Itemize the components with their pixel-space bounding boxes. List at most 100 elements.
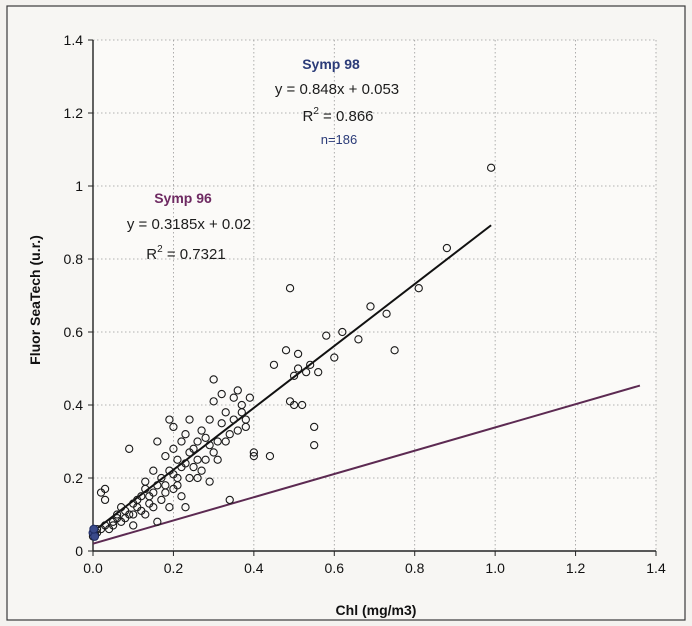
data-point [149, 466, 158, 475]
data-point [293, 364, 303, 373]
x-tick-label: 0.4 [244, 560, 264, 576]
data-point [269, 360, 279, 369]
data-point [245, 393, 254, 402]
data-point [289, 371, 299, 380]
data-point [157, 473, 166, 483]
data-point [161, 451, 170, 461]
data-point [197, 426, 206, 435]
data-point [205, 415, 214, 424]
data-point [209, 375, 218, 384]
data-point [149, 503, 158, 512]
symp98-r2-value: = 0.866 [319, 108, 374, 125]
data-point [189, 444, 198, 453]
y-tick-label: 0.2 [64, 470, 84, 486]
data-point [185, 473, 194, 483]
data-point [189, 462, 198, 472]
data-point [169, 444, 178, 453]
data-point [265, 451, 275, 461]
data-point [201, 433, 210, 442]
data-points [88, 163, 496, 541]
data-point [414, 284, 423, 293]
data-point [330, 353, 339, 362]
data-point [249, 448, 259, 457]
data-point [177, 437, 186, 446]
data-point [201, 455, 210, 464]
y-axis-label: Fluor SeaTech (u.r.) [27, 235, 43, 365]
data-point [213, 455, 222, 464]
data-point [285, 284, 295, 293]
data-point [153, 437, 162, 446]
data-point [301, 367, 311, 377]
data-point [100, 484, 110, 494]
data-point [293, 349, 303, 359]
data-point [338, 327, 347, 337]
annotation-symp98: Symp 98 y = 0.848x + 0.053 R2 = 0.866 n=… [275, 56, 399, 147]
data-point [173, 473, 182, 483]
data-point [225, 495, 234, 505]
data-point [153, 517, 162, 526]
data-point [213, 437, 222, 446]
data-point [225, 430, 234, 439]
data-point [165, 415, 174, 424]
data-point [382, 309, 391, 318]
data-point-filled [90, 531, 100, 541]
data-point [229, 393, 238, 402]
x-tick-label: 0.0 [83, 560, 103, 576]
data-point [241, 422, 250, 432]
data-point [217, 419, 226, 428]
data-point [486, 163, 496, 172]
x-tick-label: 1.2 [566, 560, 586, 576]
data-point [137, 492, 146, 501]
symp98-r2: R2 = 0.866 [302, 106, 373, 125]
fit-line-symp96 [92, 384, 641, 545]
symp96-r2-value: = 0.7321 [163, 246, 226, 263]
y-tick-label: 1 [75, 178, 83, 194]
x-tick-label: 0.6 [325, 560, 345, 576]
symp96-r2-sup: 2 [157, 244, 163, 255]
data-point [205, 477, 214, 486]
data-point [181, 459, 190, 468]
data-point [108, 521, 118, 530]
data-point [322, 331, 331, 340]
grid-lines [93, 39, 657, 551]
data-point [237, 408, 246, 417]
data-point [205, 440, 214, 450]
data-point [112, 510, 122, 519]
data-point [157, 495, 166, 505]
data-point [181, 503, 190, 512]
symp98-n: n=186 [321, 132, 358, 147]
data-point [141, 510, 150, 519]
data-point [221, 408, 230, 417]
data-point [169, 422, 178, 432]
y-tick-label: 0.4 [64, 397, 84, 413]
data-point [209, 397, 218, 406]
data-point [221, 437, 230, 446]
data-point [314, 367, 323, 377]
x-tick-label: 1.0 [485, 560, 505, 576]
symp98-r2-sup: 2 [313, 106, 319, 117]
data-point [297, 400, 307, 410]
data-point [229, 415, 238, 424]
y-tick-label: 0.8 [64, 251, 84, 267]
data-point [310, 422, 319, 432]
data-point [193, 437, 202, 446]
y-tick-label: 0 [75, 543, 83, 559]
x-tick-label: 0.2 [164, 560, 184, 576]
symp96-r2-prefix: R [146, 246, 157, 263]
data-point [209, 448, 218, 457]
y-tick-label: 1.4 [64, 32, 84, 48]
data-point [281, 346, 291, 355]
y-tick-label: 1.2 [64, 105, 84, 121]
data-point [129, 521, 138, 530]
data-point [185, 415, 194, 424]
symp98-equation: y = 0.848x + 0.053 [275, 81, 399, 98]
data-point [390, 346, 399, 355]
data-point [193, 455, 202, 464]
data-point [181, 430, 190, 439]
data-point [153, 481, 162, 490]
data-point [141, 477, 150, 486]
symp98-r2-prefix: R [302, 108, 313, 125]
symp98-title: Symp 98 [302, 56, 360, 72]
data-point [233, 386, 242, 395]
